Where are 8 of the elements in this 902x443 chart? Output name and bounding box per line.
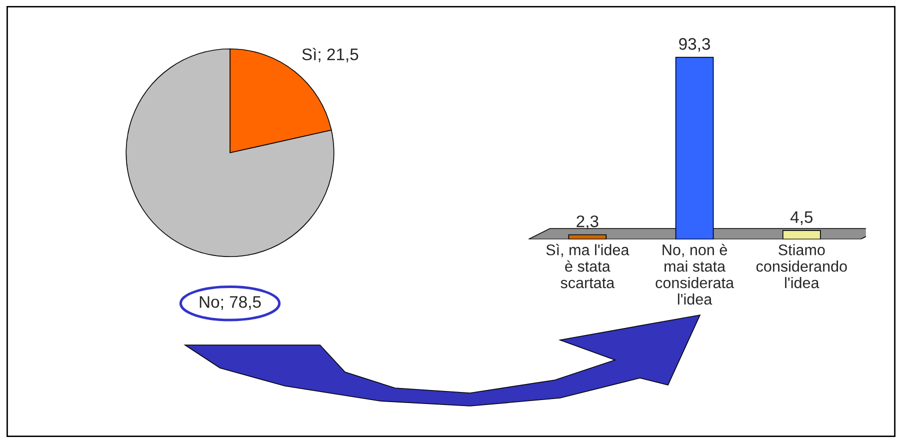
x-tick-label: Stiamo considerando l'idea [756,244,847,288]
slice-label: No; 78,5 [200,296,261,310]
data-label: 93,3 [679,38,710,52]
x-tick-label: No, non è mai stata considerata l'idea [656,244,734,305]
data-label: 2,3 [576,215,598,230]
x-tick-label: Sì, ma l'idea è stata scartata [546,244,630,288]
slice-label: Sì; 21,5 [302,48,358,62]
data-label: 4,5 [790,211,813,225]
